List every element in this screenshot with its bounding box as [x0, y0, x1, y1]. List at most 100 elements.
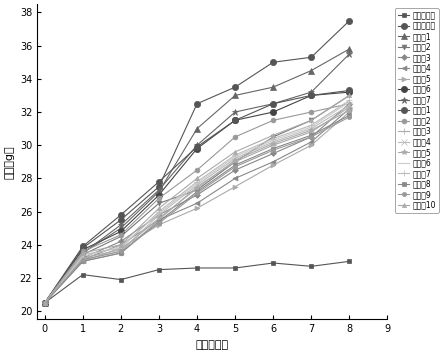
实施例5 — [118, 246, 124, 250]
高脂饮食组 — [156, 184, 162, 189]
对比例6 — [118, 244, 124, 249]
Line: 对比例8: 对比例8 — [43, 113, 351, 305]
对比例10 — [347, 93, 352, 98]
对比例3 — [347, 105, 352, 109]
实施例1 — [233, 93, 238, 98]
高脂饮食组 — [194, 102, 200, 106]
对比例6 — [347, 100, 352, 104]
实施例2 — [233, 160, 238, 164]
实施例4 — [233, 176, 238, 181]
对比例1 — [80, 244, 85, 249]
对比例3 — [271, 143, 276, 147]
高脂饮食组 — [347, 19, 352, 23]
对比例3 — [156, 218, 162, 222]
实施例5 — [156, 223, 162, 227]
对比例4 — [309, 126, 314, 131]
高脂饮食组 — [309, 55, 314, 59]
实施例1 — [80, 251, 85, 255]
对比例10 — [42, 301, 47, 305]
实施例7 — [347, 52, 352, 56]
对比例2 — [233, 135, 238, 139]
正常对照组 — [233, 266, 238, 270]
实施例6 — [80, 247, 85, 252]
实施例7 — [156, 188, 162, 192]
实施例6 — [271, 110, 276, 114]
对比例8 — [118, 251, 124, 255]
正常对照组 — [42, 301, 47, 305]
实施例3 — [80, 256, 85, 260]
实施例5 — [271, 163, 276, 167]
对比例9 — [347, 115, 352, 119]
对比例2 — [156, 196, 162, 200]
实施例7 — [80, 251, 85, 255]
Line: 对比例5: 对比例5 — [42, 108, 352, 306]
实施例4 — [309, 140, 314, 144]
实施例6 — [118, 229, 124, 234]
对比例7 — [118, 246, 124, 250]
对比例5 — [233, 158, 238, 162]
实施例3 — [118, 239, 124, 244]
高脂饮食组 — [42, 301, 47, 305]
实施例7 — [271, 102, 276, 106]
实施例1 — [156, 189, 162, 194]
实施例5 — [347, 110, 352, 114]
对比例10 — [271, 133, 276, 137]
对比例1 — [42, 301, 47, 305]
Line: 对比例6: 对比例6 — [45, 102, 350, 303]
Line: 实施例6: 实施例6 — [42, 89, 353, 306]
对比例4 — [271, 140, 276, 144]
对比例1 — [347, 88, 352, 92]
对比例4 — [80, 258, 85, 262]
对比例6 — [309, 125, 314, 129]
实施例3 — [233, 168, 238, 172]
高脂饮食组 — [80, 246, 85, 250]
对比例1 — [118, 213, 124, 217]
实施例2 — [271, 135, 276, 139]
对比例8 — [42, 301, 47, 305]
实施例4 — [118, 242, 124, 247]
对比例1 — [309, 93, 314, 98]
对比例7 — [156, 210, 162, 214]
对比例1 — [156, 179, 162, 184]
对比例3 — [309, 130, 314, 134]
对比例7 — [42, 301, 47, 305]
实施例1 — [42, 301, 47, 305]
正常对照组 — [309, 264, 314, 268]
实施例4 — [42, 301, 47, 305]
实施例7 — [42, 301, 47, 305]
实施例3 — [156, 213, 162, 217]
对比例9 — [271, 148, 276, 152]
Line: 实施例3: 实施例3 — [43, 102, 351, 305]
实施例1 — [118, 226, 124, 230]
Line: 对比例2: 对比例2 — [42, 101, 352, 305]
实施例7 — [118, 223, 124, 227]
实施例1 — [347, 47, 352, 51]
实施例5 — [194, 206, 200, 210]
实施例4 — [271, 160, 276, 164]
对比例3 — [194, 184, 200, 189]
对比例5 — [347, 108, 352, 113]
对比例7 — [233, 153, 238, 157]
对比例10 — [233, 150, 238, 154]
对比例1 — [194, 145, 200, 149]
正常对照组 — [118, 278, 124, 282]
Line: 对比例10: 对比例10 — [43, 93, 351, 305]
实施例6 — [233, 118, 238, 122]
对比例4 — [194, 183, 200, 187]
对比例2 — [42, 301, 47, 305]
对比例5 — [194, 186, 200, 190]
正常对照组 — [80, 273, 85, 277]
对比例5 — [271, 141, 276, 145]
实施例2 — [42, 301, 47, 305]
Line: 对比例3: 对比例3 — [42, 104, 352, 306]
对比例3 — [233, 160, 238, 164]
对比例2 — [271, 118, 276, 122]
Line: 对比例9: 对比例9 — [43, 115, 351, 305]
对比例6 — [233, 155, 238, 159]
对比例9 — [118, 249, 124, 253]
实施例1 — [194, 126, 200, 131]
实施例2 — [347, 93, 352, 98]
对比例6 — [42, 301, 47, 305]
对比例8 — [80, 259, 85, 263]
Line: 实施例4: 实施例4 — [42, 106, 352, 305]
